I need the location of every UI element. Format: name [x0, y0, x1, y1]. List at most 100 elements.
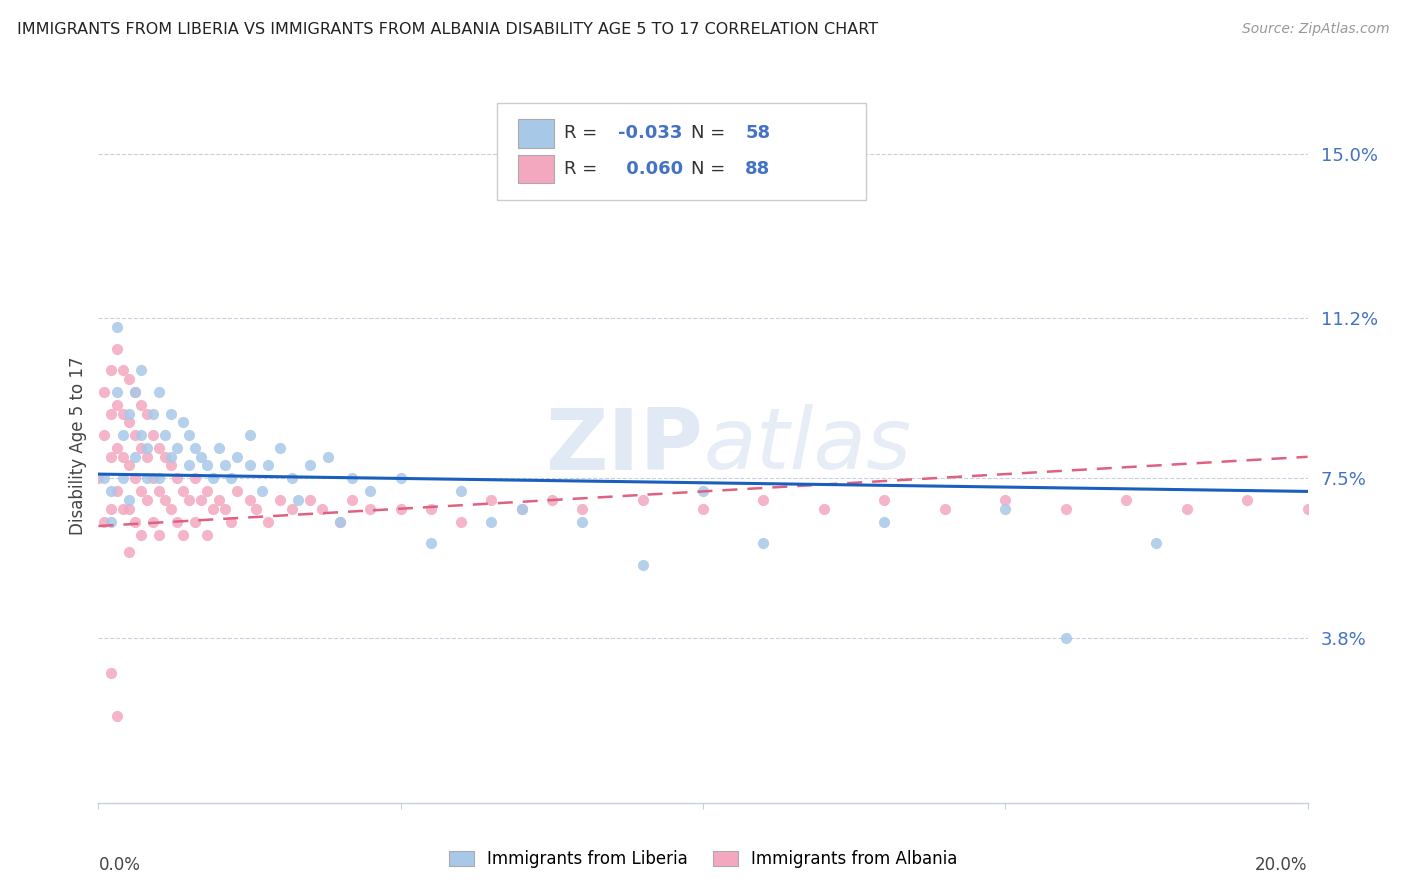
Point: [118, 415, 141, 429]
Text: 0.060: 0.060: [620, 161, 683, 178]
Point: [135, 441, 157, 455]
Point: [269, 441, 291, 455]
Point: [419, 536, 441, 550]
Point: [148, 527, 170, 541]
Point: [111, 471, 134, 485]
Point: [124, 515, 146, 529]
Point: [118, 493, 141, 508]
Point: [100, 501, 122, 516]
Point: [111, 363, 134, 377]
Point: [190, 450, 212, 464]
Point: [166, 471, 188, 485]
Point: [93, 515, 115, 529]
Point: [692, 484, 714, 499]
Point: [105, 398, 128, 412]
Point: [177, 493, 201, 508]
Point: [105, 484, 128, 499]
Point: [250, 484, 273, 499]
Point: [118, 545, 141, 559]
Point: [142, 407, 165, 421]
Point: [631, 493, 654, 508]
Point: [360, 501, 382, 516]
Point: [329, 515, 352, 529]
Point: [100, 407, 122, 421]
Point: [142, 471, 165, 485]
Point: [177, 428, 201, 442]
Point: [148, 441, 170, 455]
Point: [166, 515, 188, 529]
Point: [281, 471, 304, 485]
Point: [129, 441, 152, 455]
Point: [129, 527, 152, 541]
Point: [100, 515, 122, 529]
Point: [190, 493, 212, 508]
Point: [105, 709, 128, 723]
Text: IMMIGRANTS FROM LIBERIA VS IMMIGRANTS FROM ALBANIA DISABILITY AGE 5 TO 17 CORREL: IMMIGRANTS FROM LIBERIA VS IMMIGRANTS FR…: [17, 22, 877, 37]
Point: [129, 398, 152, 412]
Point: [510, 501, 533, 516]
Point: [214, 501, 236, 516]
Point: [481, 515, 503, 529]
Point: [135, 407, 157, 421]
Point: [208, 441, 231, 455]
Point: [221, 471, 243, 485]
Point: [184, 471, 207, 485]
Point: [153, 450, 176, 464]
Point: [873, 493, 896, 508]
FancyBboxPatch shape: [517, 120, 554, 148]
Text: 58: 58: [745, 125, 770, 143]
Point: [160, 450, 183, 464]
Point: [226, 450, 249, 464]
Point: [177, 458, 201, 473]
Point: [148, 484, 170, 499]
Point: [148, 384, 170, 399]
Point: [166, 441, 188, 455]
Point: [1054, 632, 1077, 646]
Point: [172, 484, 194, 499]
Point: [100, 450, 122, 464]
Point: [571, 515, 593, 529]
Point: [281, 501, 304, 516]
Point: [202, 471, 225, 485]
Point: [256, 515, 278, 529]
Y-axis label: Disability Age 5 to 17: Disability Age 5 to 17: [69, 357, 87, 535]
Point: [124, 471, 146, 485]
Text: R =: R =: [564, 125, 603, 143]
Point: [100, 666, 122, 681]
Point: [752, 493, 775, 508]
Text: N =: N =: [690, 125, 731, 143]
Point: [184, 515, 207, 529]
Point: [208, 493, 231, 508]
Point: [184, 441, 207, 455]
Point: [111, 428, 134, 442]
Point: [202, 501, 225, 516]
Point: [105, 342, 128, 356]
Point: [256, 458, 278, 473]
Point: [111, 450, 134, 464]
Text: -0.033: -0.033: [619, 125, 683, 143]
Point: [389, 471, 412, 485]
Point: [571, 501, 593, 516]
Text: Source: ZipAtlas.com: Source: ZipAtlas.com: [1241, 22, 1389, 37]
Point: [118, 407, 141, 421]
Point: [342, 471, 364, 485]
Point: [87, 471, 110, 485]
Point: [172, 415, 194, 429]
Point: [481, 493, 503, 508]
Point: [994, 493, 1017, 508]
Point: [195, 484, 218, 499]
Point: [118, 501, 141, 516]
Point: [419, 501, 441, 516]
Point: [299, 493, 322, 508]
Point: [129, 363, 152, 377]
Point: [142, 515, 165, 529]
Point: [450, 484, 472, 499]
Point: [105, 384, 128, 399]
Point: [752, 536, 775, 550]
Point: [148, 471, 170, 485]
Point: [287, 493, 309, 508]
Text: N =: N =: [690, 161, 731, 178]
Text: 20.0%: 20.0%: [1256, 856, 1308, 874]
Point: [160, 458, 183, 473]
Point: [105, 320, 128, 334]
